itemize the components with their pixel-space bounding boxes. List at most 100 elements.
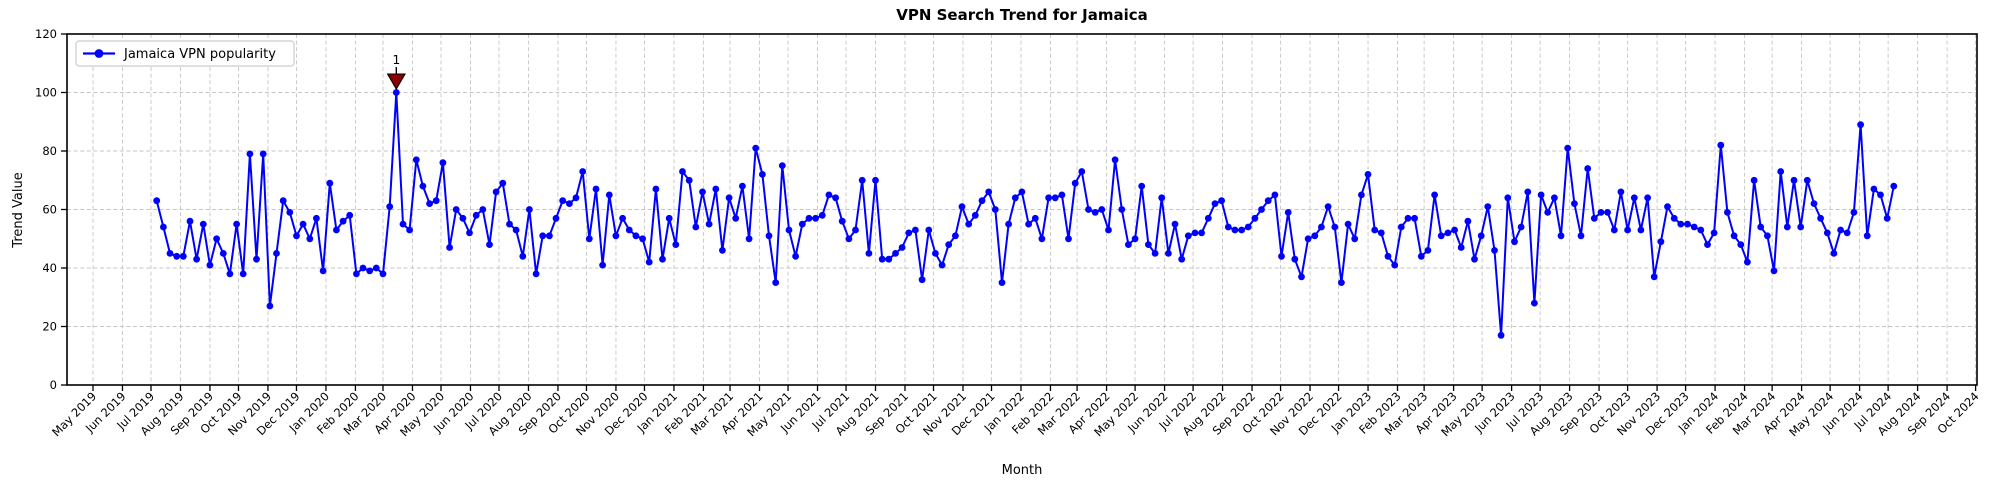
data-point <box>1863 232 1871 240</box>
data-point <box>652 185 660 193</box>
data-point <box>1211 200 1219 208</box>
data-point <box>1717 141 1725 149</box>
data-point <box>1178 255 1186 263</box>
data-point <box>1125 241 1132 249</box>
data-point <box>186 217 194 225</box>
data-point <box>1184 232 1192 240</box>
data-point <box>1464 217 1472 225</box>
data-point <box>552 214 560 222</box>
data-point <box>353 270 360 278</box>
data-point <box>432 197 440 205</box>
data-point <box>439 159 447 167</box>
data-point <box>659 255 666 263</box>
y-tick-label: 0 <box>50 378 57 392</box>
data-point <box>466 229 473 237</box>
data-point <box>326 179 334 187</box>
data-point <box>1670 214 1678 222</box>
data-point <box>299 220 307 228</box>
data-point <box>592 185 600 193</box>
data-point <box>1664 203 1671 211</box>
data-point <box>499 179 507 187</box>
data-point <box>379 270 387 278</box>
y-tick-label: 20 <box>42 320 57 334</box>
data-point <box>1630 194 1638 202</box>
data-point <box>1338 279 1345 286</box>
data-point <box>1783 223 1791 231</box>
data-point <box>1697 226 1705 234</box>
data-point <box>479 206 487 213</box>
data-point <box>1883 214 1891 222</box>
data-point <box>1065 235 1072 243</box>
data-point <box>719 247 726 254</box>
data-point <box>1790 176 1798 184</box>
data-point <box>406 226 413 234</box>
data-point <box>1258 206 1265 213</box>
y-tick-label: 80 <box>42 144 57 158</box>
data-point <box>559 197 567 205</box>
data-point <box>1311 232 1319 240</box>
data-point <box>1431 191 1438 199</box>
data-point <box>1770 267 1778 275</box>
data-point <box>898 244 906 251</box>
data-point <box>1564 144 1572 152</box>
data-point <box>1637 226 1645 234</box>
data-point <box>1744 258 1751 266</box>
data-point <box>446 244 453 251</box>
data-point <box>1038 235 1046 243</box>
data-point <box>1284 209 1292 216</box>
data-point <box>1557 232 1565 240</box>
data-point <box>179 252 187 260</box>
data-point <box>1497 331 1505 339</box>
y-tick-label: 60 <box>42 203 57 217</box>
data-point <box>912 226 919 234</box>
data-point <box>971 211 979 219</box>
data-point <box>945 241 953 249</box>
data-point <box>526 206 533 213</box>
data-point <box>1171 220 1179 228</box>
data-point <box>1491 247 1498 254</box>
data-point <box>1590 214 1598 222</box>
data-point <box>639 235 646 243</box>
data-point <box>392 89 400 96</box>
data-point <box>805 214 813 222</box>
data-point <box>279 197 287 205</box>
y-tick-label: 120 <box>35 27 57 41</box>
data-point <box>772 279 780 286</box>
data-point <box>1304 235 1312 243</box>
data-point <box>1730 232 1738 240</box>
data-point <box>1817 214 1824 222</box>
data-point <box>1710 229 1718 237</box>
data-point <box>1264 197 1272 205</box>
data-point <box>1843 229 1851 237</box>
data-point <box>313 214 320 222</box>
data-point <box>685 176 693 184</box>
legend-label: Jamaica VPN popularity <box>123 47 276 62</box>
data-point <box>1437 232 1445 240</box>
data-point <box>785 226 793 234</box>
data-point <box>1231 226 1239 234</box>
data-point <box>892 250 899 257</box>
data-point <box>1118 206 1126 213</box>
data-point <box>1204 214 1212 222</box>
data-point <box>1737 241 1745 249</box>
data-point <box>1224 223 1232 231</box>
data-point <box>1377 229 1385 237</box>
data-point <box>712 185 720 193</box>
data-point <box>625 226 633 234</box>
data-point <box>1151 250 1159 257</box>
data-point <box>213 235 221 243</box>
data-point <box>1797 223 1805 231</box>
data-point <box>1278 252 1285 260</box>
data-point <box>173 252 181 260</box>
data-point <box>1025 220 1032 228</box>
data-point <box>1397 223 1405 231</box>
data-point <box>1610 226 1618 234</box>
y-axis-label: Trend Value <box>11 172 26 248</box>
data-point <box>1218 197 1225 205</box>
data-point <box>1644 194 1651 202</box>
data-point <box>459 214 467 222</box>
data-point <box>1324 203 1332 211</box>
y-tick-label: 100 <box>35 86 57 100</box>
data-point <box>246 150 254 158</box>
